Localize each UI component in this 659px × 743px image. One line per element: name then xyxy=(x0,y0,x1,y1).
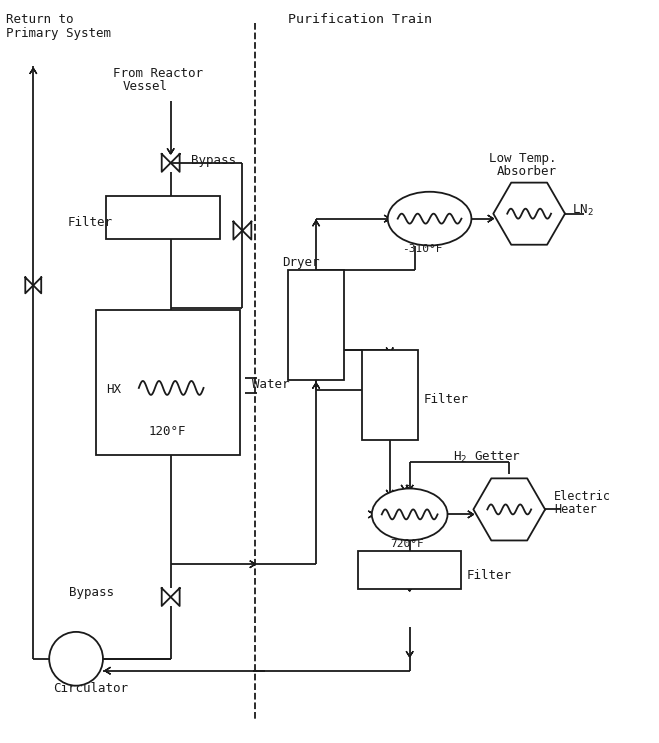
Polygon shape xyxy=(473,478,545,540)
Ellipse shape xyxy=(387,192,471,245)
Ellipse shape xyxy=(372,488,447,540)
Polygon shape xyxy=(384,215,389,222)
Text: 120°F: 120°F xyxy=(149,425,186,438)
Text: Primary System: Primary System xyxy=(7,27,111,40)
Text: LN$_2$: LN$_2$ xyxy=(572,203,594,218)
Text: Return to: Return to xyxy=(7,13,74,26)
Text: Filter: Filter xyxy=(68,216,113,229)
Text: Bypass: Bypass xyxy=(69,585,114,599)
Polygon shape xyxy=(167,149,174,154)
Text: Absorber: Absorber xyxy=(496,166,556,178)
Polygon shape xyxy=(406,485,413,490)
Polygon shape xyxy=(406,651,413,657)
Polygon shape xyxy=(105,667,111,674)
Text: Dryer: Dryer xyxy=(282,256,320,269)
Text: Water: Water xyxy=(252,378,290,392)
Text: 720°F: 720°F xyxy=(389,539,424,549)
Text: Circulator: Circulator xyxy=(53,682,128,695)
Polygon shape xyxy=(401,485,408,490)
Text: From Reactor: From Reactor xyxy=(113,67,203,80)
Text: Filter: Filter xyxy=(424,393,469,406)
Text: HX: HX xyxy=(106,383,121,397)
Text: H$_2$ Getter: H$_2$ Getter xyxy=(453,450,521,465)
Bar xyxy=(362,350,418,440)
Text: Electric: Electric xyxy=(554,490,611,503)
Polygon shape xyxy=(250,561,255,568)
Bar xyxy=(288,270,344,380)
Text: -310°F: -310°F xyxy=(402,244,442,253)
Polygon shape xyxy=(386,348,393,353)
Polygon shape xyxy=(386,490,393,496)
Text: Low Temp.: Low Temp. xyxy=(490,152,557,166)
Polygon shape xyxy=(494,183,565,244)
Polygon shape xyxy=(312,221,320,226)
Text: Heater: Heater xyxy=(554,503,597,516)
Text: Filter: Filter xyxy=(467,568,511,582)
Text: Bypass: Bypass xyxy=(190,155,235,167)
Text: Vessel: Vessel xyxy=(123,80,168,93)
Circle shape xyxy=(49,632,103,686)
Text: Purification Train: Purification Train xyxy=(288,13,432,26)
Polygon shape xyxy=(368,511,374,518)
Bar xyxy=(96,311,241,455)
Polygon shape xyxy=(488,215,494,222)
Bar xyxy=(358,551,461,589)
Polygon shape xyxy=(30,68,37,74)
Polygon shape xyxy=(312,383,320,389)
Polygon shape xyxy=(468,511,473,518)
Bar xyxy=(106,195,221,239)
Polygon shape xyxy=(406,585,413,591)
